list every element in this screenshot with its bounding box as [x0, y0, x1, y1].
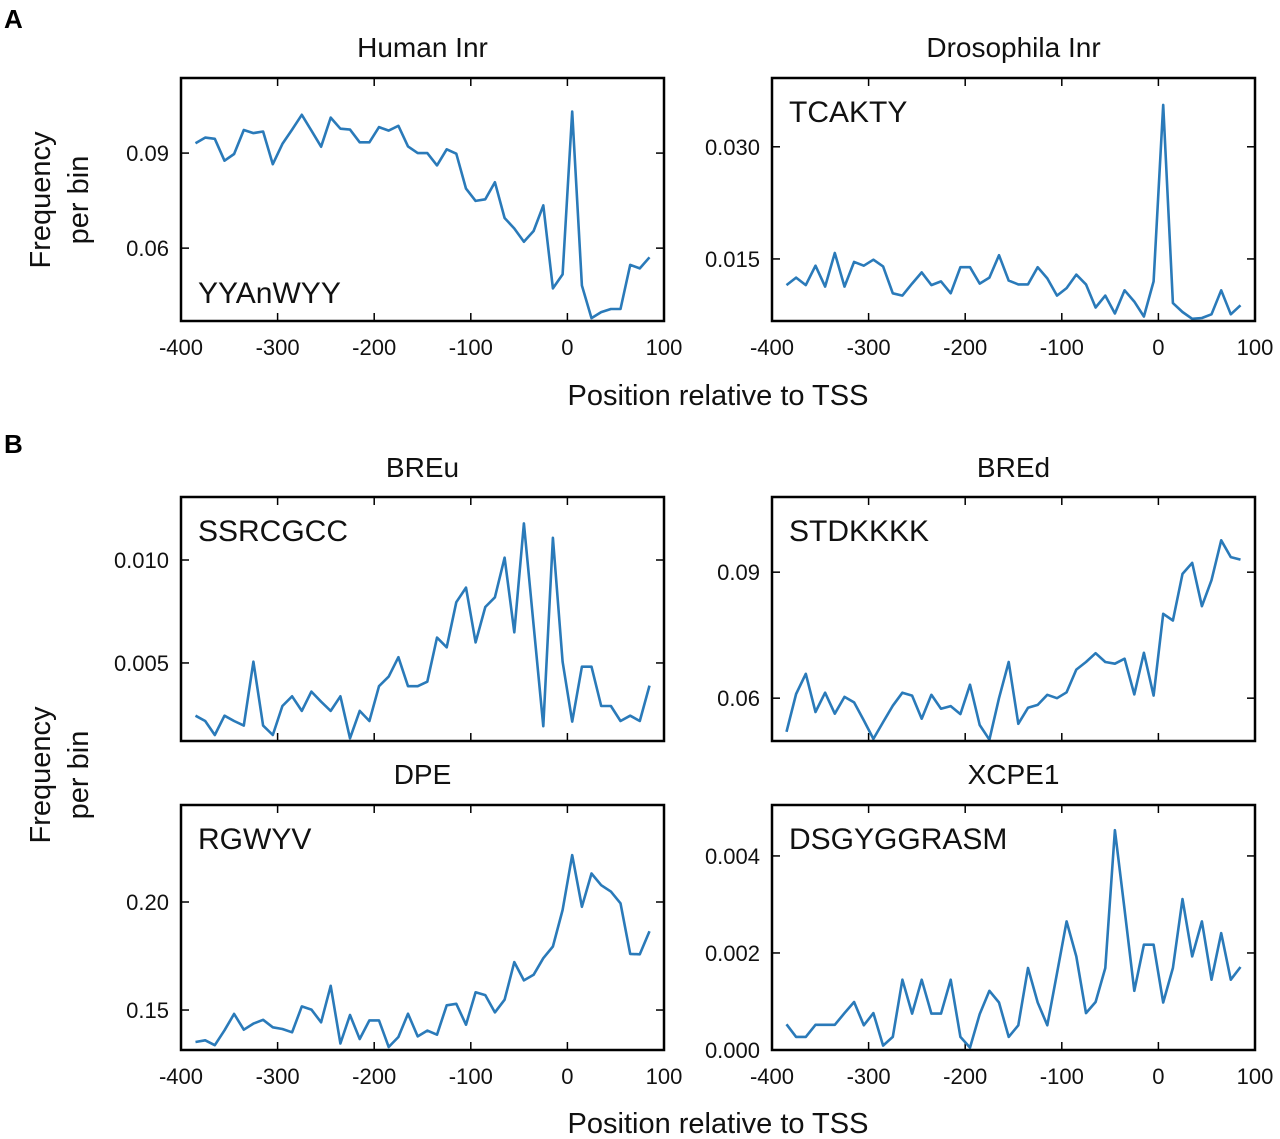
- series-line: [194, 522, 651, 740]
- series-line: [785, 828, 1242, 1049]
- series-line: [785, 103, 1242, 321]
- x-tick-label: 0: [561, 335, 573, 360]
- y-tick-label: 0.09: [126, 141, 169, 166]
- y-tick-label: 0.06: [126, 236, 169, 261]
- x-tick-label: -400: [159, 1064, 203, 1089]
- motif-label: SSRCGCC: [198, 515, 348, 548]
- motif-label: YYAnWYY: [198, 277, 341, 310]
- plot-frame: [770, 495, 1257, 743]
- panels: Human Inr -400 -300 -200 -100 0 100 0.06 0.09 YYA…: [114, 32, 1273, 1089]
- x-tick-label: 0: [561, 1064, 573, 1089]
- x-tick-label: -200: [352, 1064, 396, 1089]
- x-tick-label: -200: [352, 335, 396, 360]
- chart-title: BREu: [386, 452, 459, 483]
- chart-dpe: DPE -400 -300 -200 -100 0 100 0.15 0.20 RGWYV: [126, 759, 682, 1089]
- chart-xcpe1: XCPE1 -400 -300 -200 -100 0 100 0.000 0.002 0.004…: [705, 759, 1273, 1089]
- x-tick-label: -300: [847, 335, 891, 360]
- x-tick-label: -400: [750, 335, 794, 360]
- x-tick-label: -100: [1040, 1064, 1084, 1089]
- chart-human-inr: Human Inr -400 -300 -200 -100 0 100 0.06 0.09 YYA…: [126, 32, 682, 360]
- motif-label: STDKKKK: [789, 515, 929, 548]
- x-tick-label: 100: [646, 335, 683, 360]
- x-tick-label: -200: [943, 335, 987, 360]
- chart-title: XCPE1: [968, 759, 1060, 790]
- y-tick-label: 0.15: [126, 998, 169, 1023]
- y-tick-label: 0.06: [717, 686, 760, 711]
- panel-letter-b: B: [4, 429, 23, 459]
- x-tick-label: -400: [159, 335, 203, 360]
- y-axis-label-line: Frequency: [25, 131, 57, 269]
- motif-label: DSGYGGRASM: [789, 823, 1007, 856]
- x-tick-label: -300: [256, 1064, 300, 1089]
- x-tick-label: 100: [1237, 335, 1274, 360]
- y-axis-label-line: per bin: [63, 731, 95, 820]
- chart-title: Human Inr: [357, 32, 488, 63]
- chart-title: Drosophila Inr: [926, 32, 1100, 63]
- x-tick-label: -200: [943, 1064, 987, 1089]
- x-tick-label: 100: [646, 1064, 683, 1089]
- series-line: [195, 853, 651, 1049]
- x-tick-label: -300: [847, 1064, 891, 1089]
- chart-bred: BREd 0.06 0.09 STDKKKK: [717, 452, 1257, 743]
- x-tick-label: -400: [750, 1064, 794, 1089]
- y-tick-label: 0.20: [126, 890, 169, 915]
- motif-label: RGWYV: [198, 823, 311, 856]
- y-tick-label: 0.000: [705, 1038, 760, 1063]
- y-axis-label-a: Frequency per bin: [25, 131, 95, 269]
- x-tick-label: 100: [1237, 1064, 1274, 1089]
- series-line: [785, 538, 1241, 742]
- x-tick-label: -100: [1040, 335, 1084, 360]
- plot-frame: [770, 76, 1257, 323]
- y-axis-label-line: Frequency: [25, 706, 57, 844]
- x-tick-label: 0: [1152, 1064, 1164, 1089]
- y-axis-label-line: per bin: [63, 156, 95, 245]
- y-tick-label: 0.010: [114, 548, 169, 573]
- chart-drosophila-inr: Drosophila Inr -400 -300 -200 -100 0 100 0.015 0…: [705, 32, 1273, 360]
- x-tick-label: -100: [449, 335, 493, 360]
- plot-frame: [179, 803, 666, 1052]
- x-axis-label-b: Position relative to TSS: [568, 1108, 869, 1139]
- series-line: [194, 110, 651, 320]
- x-tick-label: -100: [449, 1064, 493, 1089]
- y-axis-label-b: Frequency per bin: [25, 706, 95, 844]
- y-tick-label: 0.002: [705, 941, 760, 966]
- plot-frame: [179, 76, 666, 323]
- x-tick-label: -300: [256, 335, 300, 360]
- y-tick-label: 0.004: [705, 844, 760, 869]
- chart-breu: BREu 0.005 0.010 SSRCGCC: [114, 452, 666, 743]
- y-tick-label: 0.015: [705, 247, 760, 272]
- y-tick-label: 0.005: [114, 651, 169, 676]
- chart-title: BREd: [977, 452, 1050, 483]
- x-tick-label: 0: [1152, 335, 1164, 360]
- plot-frame: [179, 495, 666, 743]
- y-tick-label: 0.09: [717, 560, 760, 585]
- panel-letter-a: A: [4, 4, 23, 34]
- motif-label: TCAKTY: [789, 96, 907, 129]
- y-tick-label: 0.030: [705, 135, 760, 160]
- x-axis-label-a: Position relative to TSS: [568, 380, 869, 412]
- plot-frame: [770, 803, 1257, 1052]
- chart-title: DPE: [394, 759, 452, 790]
